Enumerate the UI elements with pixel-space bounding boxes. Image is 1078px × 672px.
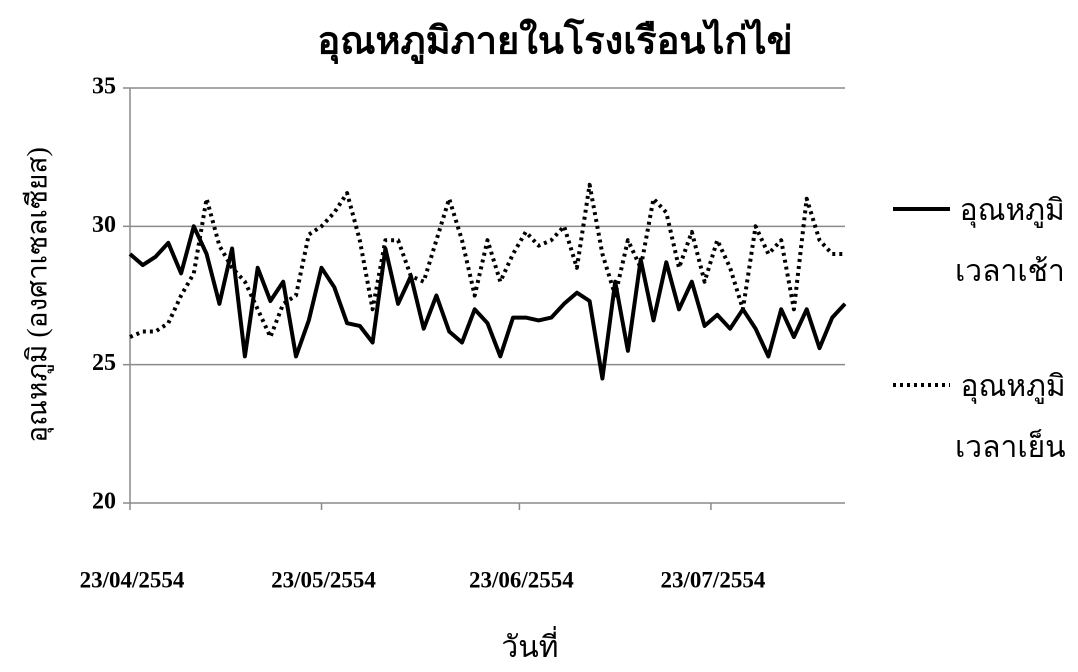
y-tick-label: 20 bbox=[92, 489, 116, 515]
x-tick-label: 23/05/2554 bbox=[271, 567, 376, 592]
x-tick-label: 23/06/2554 bbox=[469, 567, 574, 592]
x-tick-label: 23/04/2554 bbox=[80, 567, 185, 592]
x-tick-label: 23/07/2554 bbox=[661, 567, 766, 592]
x-axis-label: วันที่ bbox=[501, 626, 558, 664]
legend-label: อุณหภูมิ เวลาเช้า bbox=[955, 194, 1065, 288]
chart-title: อุณหภูมิภายในโรงเรือนไก่ไข่ bbox=[317, 18, 792, 65]
y-tick-label: 25 bbox=[92, 350, 116, 376]
legend-label: อุณหภูมิ เวลาเย็น bbox=[955, 370, 1066, 464]
data-line bbox=[128, 224, 847, 381]
y-axis-label: อุณหภูมิ (องศาเซลเซียส) bbox=[21, 147, 54, 443]
data-line bbox=[129, 182, 845, 339]
y-tick-label: 35 bbox=[92, 74, 116, 100]
y-tick-label: 30 bbox=[92, 212, 116, 238]
